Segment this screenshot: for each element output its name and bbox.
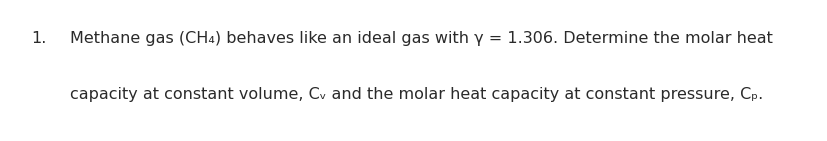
Text: capacity at constant volume, Cᵥ and the molar heat capacity at constant pressure: capacity at constant volume, Cᵥ and the …: [70, 87, 762, 102]
Text: 1.: 1.: [31, 31, 47, 46]
Text: Methane gas (CH₄) behaves like an ideal gas with γ = 1.306. Determine the molar : Methane gas (CH₄) behaves like an ideal …: [70, 31, 772, 46]
